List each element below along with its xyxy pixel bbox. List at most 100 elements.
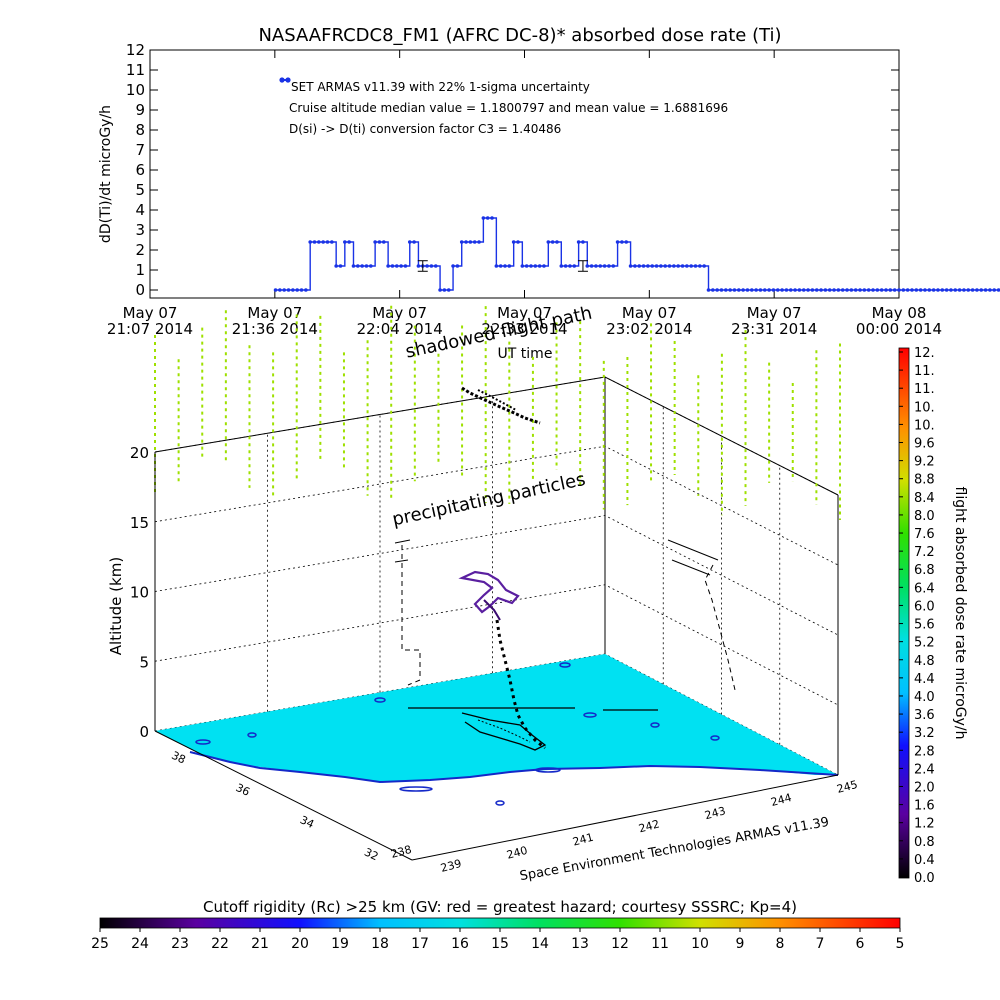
- top-x-tick-label: 00:00 2014: [856, 320, 942, 338]
- dose-rate-point: [853, 288, 858, 292]
- box-front-frame: [154, 452, 839, 861]
- dose-colorbar-tick-label: 0.8: [914, 835, 935, 850]
- z-axis-label: Altitude (km): [107, 557, 125, 655]
- dose-rate-point: [611, 264, 616, 268]
- dose-colorbar-tick-label: 7.6: [914, 527, 935, 542]
- dose-rate-point: [321, 240, 325, 244]
- dose-colorbar-tick-label: 1.2: [914, 817, 935, 832]
- dose-rate-point: [762, 288, 767, 292]
- dose-rate-point: [291, 288, 295, 292]
- coastline: [189, 751, 839, 784]
- dose-rate-point: [330, 240, 334, 244]
- longitude-ticks: 239 240 241 242 243 244 245: [439, 778, 859, 875]
- dose-colorbar-tick-label: 2.0: [914, 780, 935, 795]
- dose-rate-point: [537, 264, 542, 268]
- grid-line-z: [154, 376, 839, 496]
- shadowed-flight-path: [408, 707, 658, 751]
- top-x-tick-label: 22:04 2014: [357, 320, 443, 338]
- dose-colorbar-tick-label: 6.4: [914, 581, 935, 596]
- dose-rate-point: [732, 288, 737, 292]
- dose-rate-point: [897, 288, 901, 292]
- dose-rate-point: [511, 240, 516, 244]
- z-axis-ticks: 0 5 10 15 20: [130, 444, 149, 741]
- dose-rate-point: [628, 264, 633, 268]
- dose-rate-point: [386, 264, 390, 268]
- legend: SET ARMAS v11.39 with 22% 1-sigma uncert…: [279, 77, 728, 136]
- dose-rate-point: [975, 288, 979, 292]
- rigidity-colorbar-tick-label: 11: [651, 936, 669, 952]
- dose-rate-point: [507, 264, 512, 268]
- dose-rate-series: [273, 216, 1000, 292]
- dose-rate-point: [797, 288, 802, 292]
- dose-rate-point: [472, 240, 477, 244]
- dose-rate-point: [875, 288, 880, 292]
- rigidity-colorbar-tick-label: 7: [816, 936, 825, 952]
- dose-rate-point: [546, 240, 551, 244]
- rigidity-colorbar-tick-label: 6: [856, 936, 865, 952]
- dose-rate-point: [711, 288, 715, 292]
- dose-rate-point: [914, 288, 919, 292]
- rigidity-colorbar-tick-label: 15: [491, 936, 509, 952]
- dose-colorbar-tick-label: 8.0: [914, 509, 935, 524]
- dose-rate-point: [892, 288, 897, 292]
- rigidity-colorbar-tick-label: 24: [131, 936, 149, 952]
- dose-rate-point: [992, 288, 997, 292]
- lat-tick-label: 32: [362, 846, 380, 864]
- dose-rate-point: [685, 264, 689, 268]
- rigidity-colorbar-ticks: 25 24 23 22 21 20 19 18 17 16 15 14 13 12 11 10 9 8 7 6 5: [91, 928, 904, 952]
- top-x-tick-label: 23:02 2014: [606, 320, 692, 338]
- top-y-tick-label: 3: [135, 221, 145, 239]
- dose-rate-point: [529, 264, 533, 268]
- dose-rate-point: [273, 288, 278, 292]
- dose-rate-point: [572, 264, 577, 268]
- dose-rate-point: [364, 264, 369, 268]
- rigidity-colorbar-tick-label: 17: [411, 936, 429, 952]
- dose-rate-point: [637, 264, 642, 268]
- rigidity-colorbar-tick-label: 22: [211, 936, 229, 952]
- dose-rate-point: [767, 288, 771, 292]
- dose-rate-point: [888, 288, 893, 292]
- rigidity-colorbar-label: Cutoff rigidity (Rc) >25 km (GV: red = g…: [203, 898, 797, 916]
- lon-corner-label: 238: [389, 843, 413, 861]
- dose-rate-point: [988, 288, 992, 292]
- dose-colorbar-ticks: 0.0 0.4 0.8 1.2 1.6 2.0 2.4 2.8 3.2 3.6 4.0 4.4 4.8 5…: [899, 346, 935, 886]
- dose-rate-point: [403, 264, 408, 268]
- dose-colorbar-tick-label: 8.4: [914, 491, 935, 506]
- rigidity-colorbar-tick-label: 20: [291, 936, 309, 952]
- dose-rate-point: [498, 264, 503, 268]
- top-x-tick-label: May 07: [622, 304, 677, 322]
- top-x-tick-label: 22:33 2014: [481, 320, 567, 338]
- dose-colorbar-tick-label: 4.0: [914, 690, 935, 705]
- lon-tick-label: 240: [505, 844, 529, 862]
- dose-rate-point: [633, 264, 637, 268]
- top-y-tick-label: 4: [135, 201, 145, 219]
- dose-rate-point: [334, 264, 338, 268]
- lon-tick-label: 239: [439, 857, 463, 875]
- dose-rate-point: [394, 264, 399, 268]
- dose-rate-point: [758, 288, 763, 292]
- dose-rate-point: [858, 288, 862, 292]
- top-y-tick-label: 0: [135, 281, 145, 299]
- dose-rate-point: [724, 288, 728, 292]
- dose-rate-point: [641, 264, 646, 268]
- dose-rate-point: [451, 264, 455, 268]
- dose-rate-point: [901, 288, 906, 292]
- dose-rate-point: [446, 288, 451, 292]
- dose-rate-point: [542, 264, 546, 268]
- grid-line-z: [154, 515, 839, 636]
- dose-rate-point: [373, 240, 377, 244]
- dose-rate-point: [784, 288, 789, 292]
- dose-rate-point: [347, 240, 351, 244]
- dose-colorbar-tick-label: 4.4: [914, 672, 935, 687]
- rigidity-colorbar-tick-label: 23: [171, 936, 189, 952]
- dose-colorbar-tick-label: 8.8: [914, 473, 935, 488]
- side-wall-path: [394, 539, 719, 576]
- dose-rate-point: [390, 264, 395, 268]
- dose-rate-point: [468, 240, 473, 244]
- dose-rate-point: [936, 288, 940, 292]
- dose-colorbar-label: flight absorbed dose rate microGy/h: [952, 487, 968, 740]
- dose-colorbar-tick-label: 0.0: [914, 871, 935, 886]
- dose-colorbar-tick-label: 11.: [914, 382, 935, 397]
- rigidity-colorbar-tick-label: 14: [531, 936, 549, 952]
